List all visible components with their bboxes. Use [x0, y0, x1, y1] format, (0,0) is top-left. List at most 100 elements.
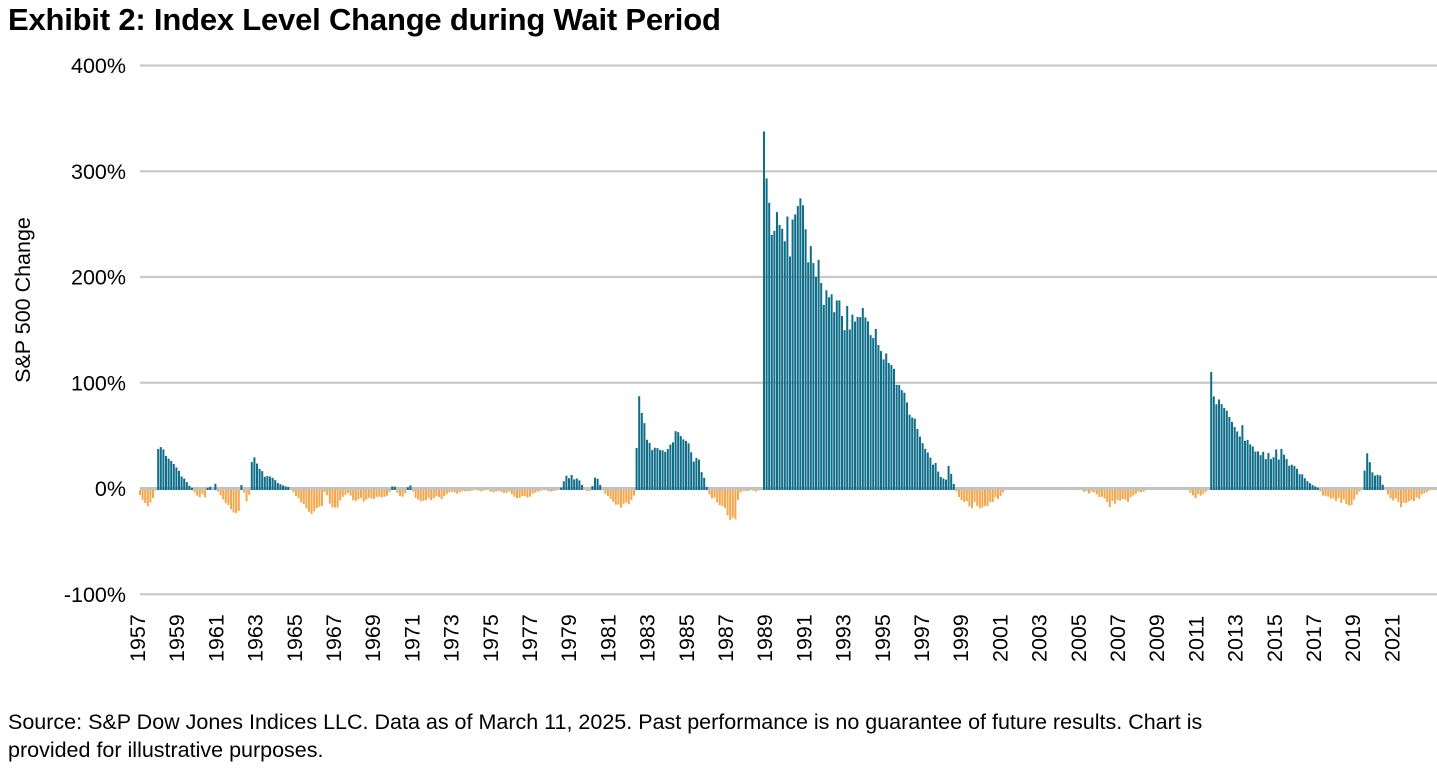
- y-tick-label: 200%: [71, 266, 126, 290]
- bar-positive: [700, 472, 703, 490]
- bar-positive: [802, 205, 804, 490]
- bar-negative: [960, 490, 963, 501]
- x-tick-label: 1985: [675, 614, 699, 662]
- bar-negative: [352, 490, 355, 501]
- bar-positive: [266, 476, 269, 490]
- bar-positive: [882, 359, 885, 490]
- bar-positive: [656, 448, 659, 490]
- x-axis-tick-labels: 1957 1959 1961 1963 1965 1967 1969 1971 1973 1975…: [126, 614, 1404, 662]
- bar-positive: [1288, 465, 1291, 490]
- bar-negative: [365, 490, 368, 500]
- bar-negative: [198, 490, 201, 498]
- bar-negative: [305, 490, 308, 509]
- bar-negative: [742, 490, 745, 491]
- bar-negative: [370, 490, 373, 499]
- bar-positive: [261, 471, 264, 490]
- bar-positive: [646, 439, 648, 490]
- bar-positive: [672, 442, 674, 490]
- bar-positive: [1212, 396, 1215, 490]
- bar-positive: [1366, 453, 1369, 490]
- bar-negative: [1140, 490, 1142, 493]
- bar-negative: [237, 490, 240, 511]
- bar-negative: [586, 490, 589, 492]
- bar-negative: [1098, 490, 1101, 497]
- bar-positive: [1238, 436, 1241, 490]
- bar-negative: [630, 490, 633, 501]
- bar-positive: [825, 290, 828, 490]
- bar-negative: [141, 490, 144, 500]
- bar-positive: [674, 431, 677, 490]
- bar-negative: [339, 490, 342, 501]
- bar-positive: [159, 447, 162, 490]
- bar-positive: [781, 228, 784, 490]
- bar-negative: [1114, 490, 1116, 504]
- bar-positive: [773, 230, 776, 491]
- bar-negative: [331, 490, 334, 508]
- bar-positive: [1249, 444, 1252, 490]
- bar-positive: [854, 321, 856, 490]
- x-tick-label: 1983: [636, 614, 660, 662]
- bar-positive: [1277, 459, 1280, 490]
- bar-negative: [1405, 490, 1408, 504]
- bar-positive: [1379, 475, 1382, 490]
- bar-positive: [820, 283, 823, 490]
- bar-positive: [770, 234, 773, 490]
- bar-negative: [313, 490, 316, 512]
- bar-negative: [347, 490, 349, 493]
- y-tick-label: 0%: [95, 477, 126, 501]
- bar-negative: [994, 490, 997, 498]
- bar-negative: [1322, 490, 1324, 496]
- bar-positive: [838, 300, 841, 490]
- bar-negative: [976, 490, 979, 506]
- bar-negative: [726, 490, 729, 516]
- bar-negative: [1319, 490, 1322, 492]
- bar-negative: [1407, 490, 1410, 502]
- bar-negative: [609, 490, 612, 499]
- bar-positive: [172, 463, 175, 490]
- bar-positive: [1210, 371, 1213, 490]
- bar-negative: [201, 490, 204, 494]
- bar-positive: [581, 484, 583, 490]
- bar-positive: [1301, 474, 1304, 490]
- bar-negative: [245, 490, 248, 502]
- bar-positive: [1298, 474, 1301, 490]
- bar-positive: [240, 485, 243, 490]
- bar-negative: [425, 490, 427, 501]
- bar-positive: [926, 452, 929, 490]
- bar-negative: [505, 490, 508, 493]
- bar-negative: [1413, 490, 1415, 502]
- x-tick-label: 1977: [518, 614, 542, 662]
- bar-positive: [815, 276, 817, 490]
- bar-positive: [903, 392, 906, 490]
- bar-positive: [789, 256, 791, 490]
- bar-negative: [552, 490, 555, 492]
- bar-negative: [232, 490, 235, 513]
- bar-negative: [373, 490, 375, 499]
- bar-negative: [295, 490, 297, 497]
- bar-positive: [1316, 487, 1319, 490]
- bar-negative: [981, 490, 984, 508]
- bar-positive: [799, 198, 802, 490]
- bar-negative: [708, 490, 711, 495]
- bar-negative: [547, 490, 550, 492]
- bar-negative: [360, 490, 362, 498]
- bar-negative: [1137, 490, 1140, 492]
- y-axis-title: S&P 500 Change: [11, 217, 35, 383]
- bar-negative: [1132, 490, 1135, 496]
- bar-negative: [622, 490, 625, 504]
- bar-positive: [596, 478, 599, 490]
- bar-negative: [466, 490, 469, 492]
- bar-positive: [898, 385, 901, 490]
- bar-negative: [315, 490, 318, 509]
- bar-positive: [1257, 451, 1259, 490]
- bar-negative: [1121, 490, 1124, 500]
- x-tick-label: 1963: [244, 614, 268, 662]
- bar-negative: [336, 490, 339, 508]
- bar-positive: [812, 263, 815, 490]
- bar-negative: [516, 490, 518, 499]
- bar-positive: [393, 486, 396, 490]
- bar-negative: [349, 490, 352, 496]
- bar-negative: [144, 490, 147, 503]
- bar-positive: [1241, 425, 1244, 490]
- source-note: Source: S&P Dow Jones Indices LLC. Data …: [8, 708, 1432, 765]
